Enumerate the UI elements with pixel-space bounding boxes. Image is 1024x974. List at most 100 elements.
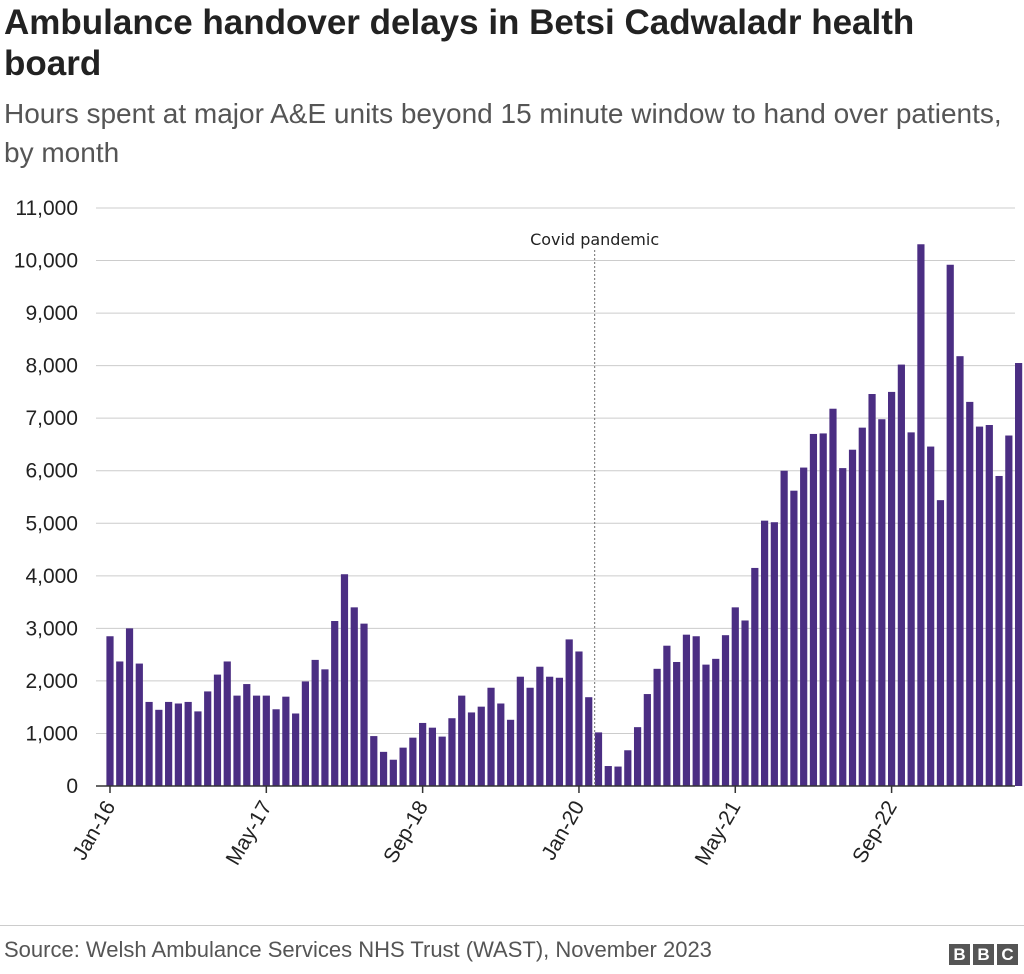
bar	[848, 449, 857, 786]
bar	[252, 695, 261, 786]
bar	[712, 658, 720, 786]
bbc-logo-letter-c: C	[997, 944, 1018, 965]
bar	[155, 709, 163, 786]
source-note: Source: Welsh Ambulance Services NHS Tru…	[4, 937, 712, 962]
bar	[966, 401, 974, 786]
bar	[546, 676, 554, 786]
bar	[907, 432, 915, 786]
bar	[643, 694, 651, 786]
x-tick-label: Sep-18	[379, 797, 433, 867]
footer-divider	[0, 925, 1024, 926]
bar	[165, 701, 173, 786]
bar	[565, 639, 573, 786]
bar	[389, 759, 397, 786]
x-tick-label: Sep-22	[848, 797, 902, 867]
bar	[790, 490, 798, 786]
chart-subtitle: Hours spent at major A&E units beyond 15…	[4, 98, 1002, 168]
bar	[985, 425, 993, 786]
bar	[594, 732, 603, 786]
bbc-logo-letter-b1: B	[949, 944, 970, 965]
bar	[682, 634, 691, 786]
y-tick-label: 11,000	[15, 197, 78, 220]
bbc-logo-letter-b2: B	[973, 944, 994, 965]
bar	[1015, 363, 1023, 786]
y-tick-label: 3,000	[25, 617, 78, 640]
bar	[633, 727, 642, 786]
bar	[458, 695, 466, 786]
bar	[497, 703, 505, 786]
chart-title: Ambulance handover delays in Betsi Cadwa…	[4, 3, 915, 83]
bar	[184, 701, 192, 786]
bar	[819, 433, 827, 786]
bar	[399, 747, 407, 786]
bar	[917, 244, 925, 786]
bar	[575, 651, 583, 786]
gridlines	[96, 207, 1015, 734]
bar	[692, 636, 700, 786]
bar	[106, 636, 114, 786]
bars	[106, 244, 1023, 786]
bar	[350, 607, 358, 786]
y-tick-label: 0	[66, 775, 78, 798]
bar	[731, 607, 739, 786]
bar	[1005, 435, 1013, 786]
bar	[370, 736, 378, 786]
bar	[624, 750, 632, 786]
covid-pandemic-label: Covid pandemic	[530, 230, 659, 249]
bar	[506, 719, 515, 786]
bar	[282, 696, 290, 786]
bar	[956, 356, 964, 786]
bar	[995, 475, 1003, 786]
bar	[663, 645, 671, 786]
bar	[116, 661, 124, 786]
x-tick-label: May-21	[691, 797, 746, 869]
bar	[428, 727, 437, 786]
bar	[868, 394, 876, 786]
bar	[204, 691, 212, 786]
bar	[673, 661, 681, 786]
y-tick-label: 8,000	[25, 355, 78, 378]
bar	[125, 628, 134, 786]
x-tick-label: May-17	[222, 797, 277, 869]
bar	[927, 446, 935, 786]
bar	[340, 574, 349, 786]
bar	[770, 522, 778, 786]
bar	[321, 669, 329, 786]
bar	[438, 736, 446, 786]
bar	[888, 391, 896, 786]
bar	[780, 470, 788, 786]
bar	[604, 766, 612, 786]
bar	[702, 664, 710, 786]
bar	[419, 722, 427, 786]
y-tick-label: 1,000	[25, 722, 78, 745]
y-tick-label: 5,000	[25, 512, 78, 535]
bar	[809, 433, 818, 786]
bar	[614, 766, 622, 786]
bar	[174, 703, 182, 786]
x-axis: Jan-16 May-17 Sep-18 Jan-20 May-21 Sep-22	[68, 785, 1015, 869]
bar	[936, 500, 945, 786]
bar	[301, 681, 309, 786]
annotation-layer: Covid pandemic	[530, 230, 659, 786]
bbc-logo: B B C	[949, 944, 1018, 965]
bar	[135, 663, 143, 786]
y-tick-label: 10,000	[14, 250, 78, 273]
bar	[800, 467, 808, 786]
bar	[975, 426, 984, 786]
bar	[653, 668, 661, 786]
bar	[311, 659, 319, 786]
y-tick-label: 7,000	[25, 407, 78, 430]
y-axis: 0 1,000 2,000 3,000 4,000 5,000 6,000 7,000 8,00…	[14, 197, 78, 798]
y-tick-label: 9,000	[25, 302, 78, 325]
bar	[487, 687, 495, 786]
bar	[448, 718, 456, 786]
x-tick-label: Jan-16	[68, 797, 120, 864]
bar	[233, 695, 241, 786]
y-tick-label: 6,000	[25, 460, 78, 483]
bar	[536, 666, 544, 786]
bar	[516, 676, 524, 786]
x-tick-label: Jan-20	[537, 797, 589, 864]
bar	[379, 751, 388, 786]
y-tick-label: 2,000	[25, 670, 78, 693]
bar	[477, 706, 485, 786]
